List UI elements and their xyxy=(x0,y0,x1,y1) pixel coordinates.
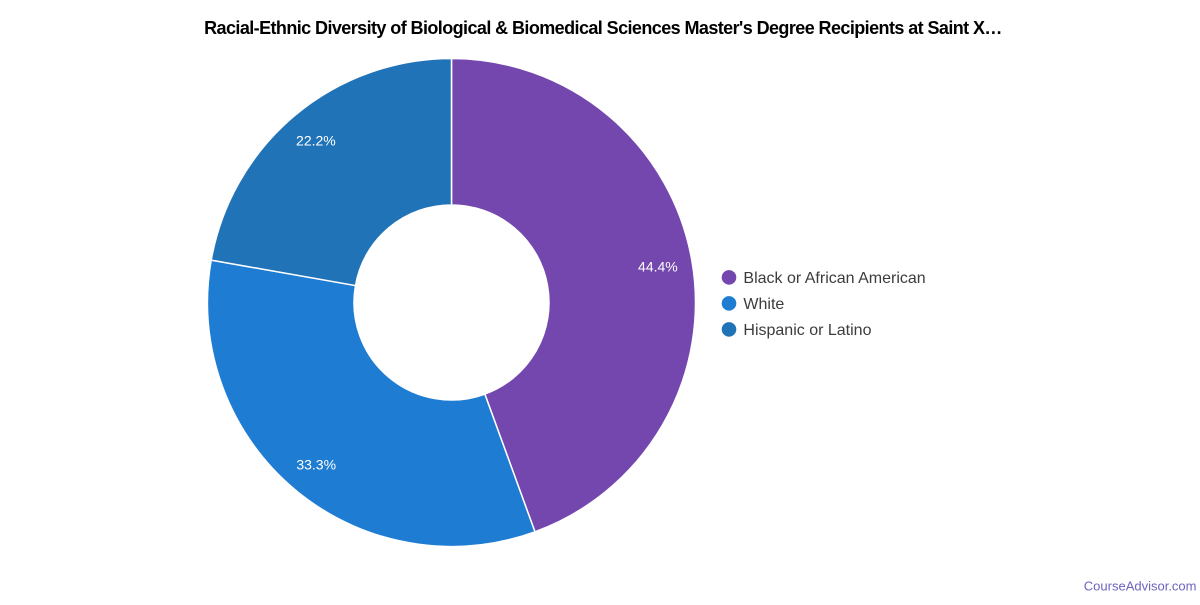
svg-text:White: White xyxy=(743,296,784,313)
svg-text:44.4%: 44.4% xyxy=(638,258,678,274)
svg-text:Racial-Ethnic Diversity of Bio: Racial-Ethnic Diversity of Biological & … xyxy=(204,18,1002,38)
svg-text:Black or African American: Black or African American xyxy=(743,270,925,287)
svg-text:CourseAdvisor.com: CourseAdvisor.com xyxy=(1084,579,1197,594)
svg-text:Hispanic or Latino: Hispanic or Latino xyxy=(743,322,871,339)
svg-text:22.2%: 22.2% xyxy=(296,133,336,149)
svg-text:33.3%: 33.3% xyxy=(296,456,336,472)
